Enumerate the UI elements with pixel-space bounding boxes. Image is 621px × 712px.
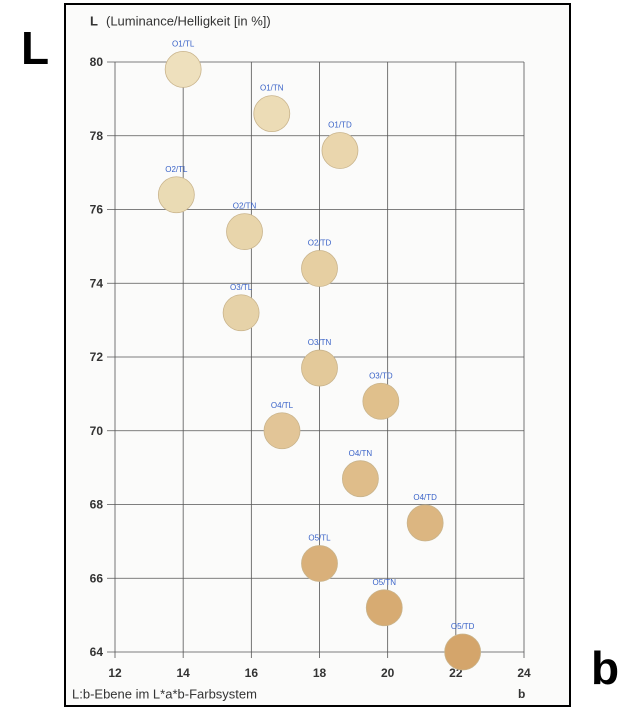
y-axis-label: L [90, 13, 98, 28]
sample-disk [254, 96, 290, 132]
y-tick-label: 70 [90, 424, 104, 438]
x-tick-label: 12 [108, 666, 122, 680]
sample-disk [158, 177, 194, 213]
sample-disk [366, 590, 402, 626]
outer-x-label: b [591, 642, 619, 694]
y-tick-label: 72 [90, 350, 104, 364]
sample-disk [223, 295, 259, 331]
sample-disk [322, 133, 358, 169]
y-tick-label: 76 [90, 203, 104, 217]
point-label: O2/TD [308, 239, 332, 248]
point-label: O1/TD [328, 121, 352, 130]
sample-disk [165, 51, 201, 87]
sample-disk [302, 350, 338, 386]
x-tick-label: 24 [517, 666, 531, 680]
y-tick-label: 66 [90, 571, 104, 585]
sample-disk [407, 505, 443, 541]
x-tick-label: 14 [176, 666, 190, 680]
sample-disk [227, 214, 263, 250]
chart: L b L (Luminance/Helligkeit [in %]) L:b-… [0, 0, 621, 707]
point-label: O4/TD [413, 493, 437, 502]
point-label: O1/TN [260, 84, 284, 93]
point-label: O3/TL [230, 283, 253, 292]
y-tick-label: 68 [90, 498, 104, 512]
point-label: O2/TN [233, 202, 257, 211]
point-label: O4/TL [271, 401, 294, 410]
y-tick-label: 74 [90, 276, 104, 290]
x-axis-label: b [518, 687, 525, 701]
footer: L:b-Ebene im L*a*b-Farbsystem [72, 686, 257, 701]
point-label: O3/TD [369, 371, 393, 380]
outer-y-label: L [21, 22, 49, 74]
y-tick-label: 80 [90, 55, 104, 69]
sample-disk [302, 546, 338, 582]
y-tick-label: 78 [90, 129, 104, 143]
point-label: O4/TN [349, 449, 373, 458]
x-tick-label: 16 [245, 666, 259, 680]
x-tick-label: 20 [381, 666, 395, 680]
point-label: O5/TL [308, 534, 331, 543]
sample-disk [363, 383, 399, 419]
point-label: O3/TN [308, 338, 332, 347]
point-label: O5/TN [372, 578, 396, 587]
point-label: O1/TL [172, 39, 195, 48]
sample-disk [342, 461, 378, 497]
sample-disk [264, 413, 300, 449]
point-label: O5/TD [451, 622, 475, 631]
point-label: O2/TL [165, 165, 188, 174]
y-tick-label: 64 [90, 645, 104, 659]
y-axis-note: (Luminance/Helligkeit [in %]) [106, 13, 271, 28]
x-tick-label: 18 [313, 666, 327, 680]
sample-disk [302, 251, 338, 287]
sample-disk [445, 634, 481, 670]
